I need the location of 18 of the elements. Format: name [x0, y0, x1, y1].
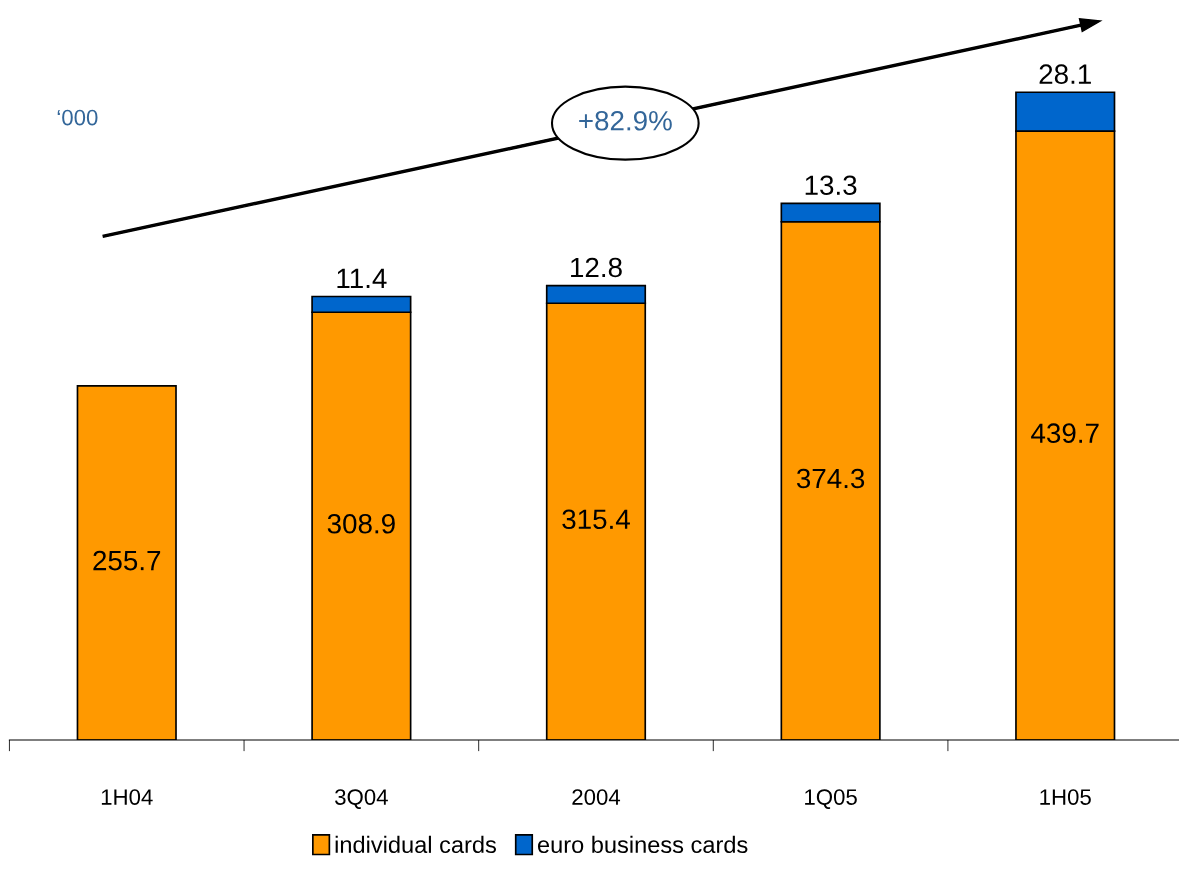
annotation: +82.9%	[579, 110, 672, 131]
x-tick-label: 2004	[572, 789, 621, 805]
data-label: 12.8	[571, 257, 622, 278]
x-tick-label: 1Q05	[805, 789, 857, 809]
data-label: 439.7	[1031, 423, 1099, 444]
legend-label: euro business cards	[537, 835, 748, 854]
data-label: 255.7	[93, 550, 161, 571]
annotation: ‘000	[57, 109, 98, 126]
data-label: 28.1	[1039, 64, 1091, 84]
x-tick-label: 1H04	[101, 789, 153, 805]
x-tick-label: 3Q04	[335, 789, 388, 809]
data-label: 315.4	[562, 509, 630, 530]
data-label: 13.3	[805, 175, 857, 196]
data-label: 374.3	[796, 468, 865, 489]
x-tick-label: 1H05	[1040, 789, 1091, 805]
legend-label: individual cards	[335, 835, 496, 854]
data-label: 11.4	[337, 268, 387, 288]
data-label: 308.9	[327, 513, 395, 534]
